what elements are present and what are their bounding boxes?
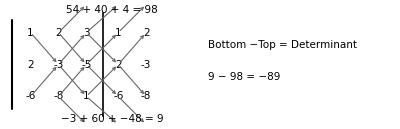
Text: −3 + 60 + −48 = 9: −3 + 60 + −48 = 9 (61, 114, 164, 124)
Text: Bottom −Top = Determinant: Bottom −Top = Determinant (208, 40, 357, 50)
Text: -5: -5 (81, 59, 92, 70)
Text: 2: 2 (27, 59, 34, 70)
Text: -6: -6 (25, 91, 36, 101)
Text: -8: -8 (53, 91, 64, 101)
Text: 1: 1 (115, 28, 122, 38)
Text: 9 − 98 = −89: 9 − 98 = −89 (208, 72, 280, 82)
Text: 2: 2 (115, 59, 122, 70)
Text: 2: 2 (143, 28, 150, 38)
Text: 54 + 40 + 4 = 98: 54 + 40 + 4 = 98 (66, 5, 158, 15)
Text: -8: -8 (141, 91, 151, 101)
Text: -6: -6 (113, 91, 124, 101)
Text: -3: -3 (141, 59, 151, 70)
Text: 1: 1 (27, 28, 34, 38)
Text: -3: -3 (53, 59, 64, 70)
Text: 1: 1 (83, 91, 90, 101)
Text: 3: 3 (83, 28, 90, 38)
Text: 2: 2 (55, 28, 62, 38)
